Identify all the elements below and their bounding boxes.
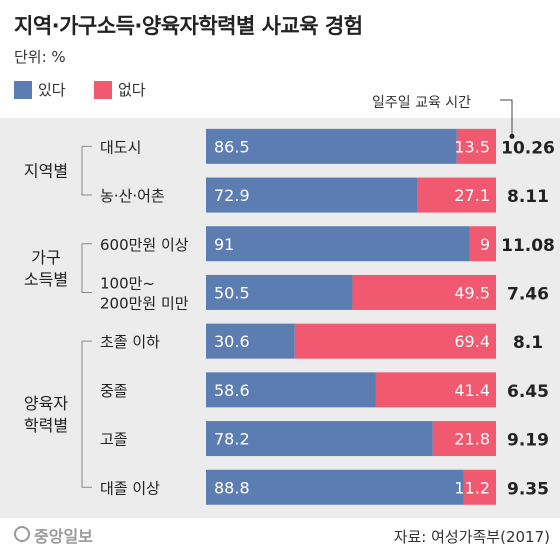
hours-value-2: 11.08 [501,236,555,256]
category-label-5: 중졸 [100,382,128,400]
group-bracket-1 [81,243,92,293]
hours-column-title: 일주일 교육 시간 [372,95,472,111]
chart-title: 지역·가구소득·양육자학력별 사교육 경험 [14,14,363,38]
unit-label: 단위: % [14,48,66,66]
hours-value-6: 9.19 [507,431,549,451]
group-label-2-0: 양육자 [24,394,68,413]
bar-yes-5 [206,372,376,408]
bar-no-7 [463,469,496,505]
category-label-2: 600만원 이상 [100,236,189,254]
data-label-yes-5: 58.6 [214,381,250,400]
data-label-yes-4: 30.6 [214,332,250,351]
bar-no-1 [417,177,496,213]
bar-no-0 [456,128,496,164]
bar-yes-7 [206,469,464,505]
bar-yes-2 [206,226,470,262]
category-label-3-1: 200만원 미만 [100,294,189,312]
bar-no-5 [375,372,496,408]
bar-yes-6 [206,421,433,457]
hours-value-7: 9.35 [507,479,549,499]
group-label-1-1: 소득별 [24,270,68,289]
category-label-3-0: 100만~ [100,274,155,292]
logo-icon [14,526,30,542]
data-label-no-1: 27.1 [454,186,490,205]
data-label-yes-1: 72.9 [214,186,250,205]
legend-swatch-no [94,81,112,99]
data-label-yes-0: 86.5 [214,137,250,156]
data-label-no-4: 69.4 [454,332,490,351]
data-label-yes-6: 78.2 [214,430,250,449]
hours-pointer-line [500,99,513,135]
data-label-yes-3: 50.5 [214,283,250,302]
group-bracket-0 [81,145,92,196]
bar-yes-4 [206,323,295,359]
data-label-yes-2: 91 [214,235,234,254]
source-note: 자료: 여성가족부(2017) [393,528,550,546]
legend-label-no: 없다 [118,81,146,99]
data-label-no-0: 13.5 [454,137,490,156]
data-label-yes-7: 88.8 [214,478,250,497]
data-label-no-3: 49.5 [454,283,490,302]
bar-no-2 [469,226,496,262]
bar-yes-1 [206,177,418,213]
bar-no-3 [352,274,496,310]
group-bracket-2 [81,340,92,488]
data-label-no-7: 11.2 [454,478,490,497]
category-label-7: 대졸 이상 [100,479,160,497]
bar-no-6 [432,421,496,457]
category-label-4: 초졸 이하 [100,333,160,351]
hours-value-1: 8.11 [507,187,549,207]
hours-pointer-dot [509,133,515,139]
group-label-2-1: 학력별 [24,416,68,435]
bar-yes-0 [206,128,457,164]
data-label-no-2: 9 [480,235,490,254]
hours-value-4: 8.1 [513,333,543,353]
category-label-1: 농·산·어촌 [100,187,165,205]
hours-value-3: 7.46 [507,284,549,304]
legend-swatch-yes [14,81,32,99]
legend-label-yes: 있다 [38,81,66,99]
category-label-6: 고졸 [100,431,128,449]
hours-value-5: 6.45 [507,382,549,402]
bar-yes-3 [206,274,353,310]
bar-no-4 [294,323,496,359]
group-label-0: 지역별 [24,162,68,181]
group-label-1-0: 가구 [31,248,60,267]
data-label-no-6: 21.8 [454,430,490,449]
data-label-no-5: 41.4 [454,381,490,400]
hours-value-0: 10.26 [501,138,555,158]
category-label-0: 대도시 [100,138,141,156]
